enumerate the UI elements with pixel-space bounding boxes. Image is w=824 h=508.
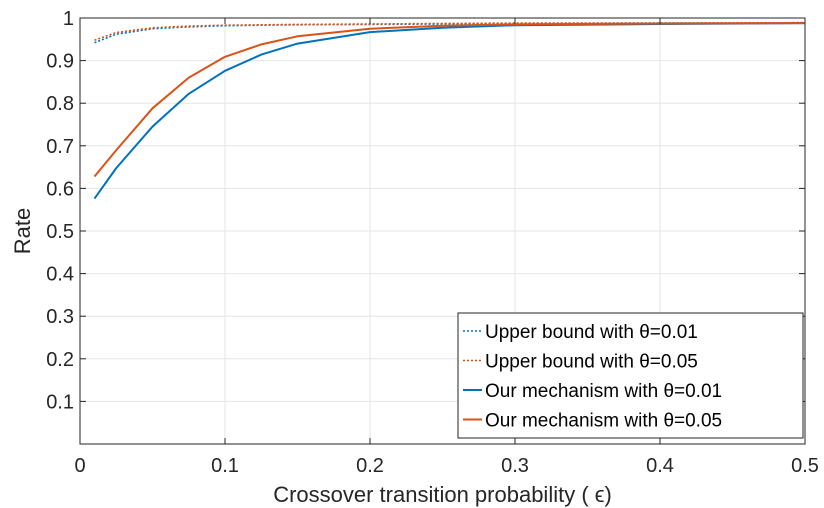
y-tick-label: 1 xyxy=(63,8,74,30)
x-axis-title: Crossover transition probability ( ϵ) xyxy=(273,482,612,507)
y-tick-label: 0.7 xyxy=(46,136,74,158)
y-axis-ticks: 0.1 0.2 0.3 0.4 0.5 0.6 0.7 0.8 0.9 1 xyxy=(46,8,805,413)
series-line-4 xyxy=(93,22,806,178)
legend-entry-label: Our mechanism with θ=0.01 xyxy=(485,381,722,402)
y-tick-label: 0.2 xyxy=(46,349,74,371)
y-tick-label: 0.4 xyxy=(46,264,74,286)
x-axis-ticks: 0 0.1 0.2 0.3 0.4 0.5 xyxy=(74,18,819,477)
x-tick-label: 0.3 xyxy=(501,455,529,477)
y-tick-label: 0.9 xyxy=(46,51,74,73)
legend-box xyxy=(457,312,804,439)
y-tick-label: 0.8 xyxy=(46,93,74,115)
y-axis-title: Rate xyxy=(10,208,35,254)
legend-entry-label: Upper bound with θ=0.01 xyxy=(485,322,698,343)
series-lines xyxy=(93,21,806,200)
x-tick-label: 0.5 xyxy=(791,455,819,477)
y-tick-label: 0.1 xyxy=(46,391,74,413)
legend-entry-label: Our mechanism with θ=0.05 xyxy=(485,411,722,432)
y-tick-label: 0.6 xyxy=(46,178,74,200)
y-tick-label: 0.5 xyxy=(46,221,74,243)
x-tick-label: 0.2 xyxy=(356,455,384,477)
series-line-2 xyxy=(94,21,806,41)
legend-entry-label: Upper bound with θ=0.05 xyxy=(485,352,698,373)
series-line-1 xyxy=(94,21,806,44)
y-tick-label: 0.3 xyxy=(46,306,74,328)
x-tick-label: 0.1 xyxy=(211,455,239,477)
x-tick-label: 0.4 xyxy=(646,455,674,477)
legend: Upper bound with θ=0.01 Upper bound with … xyxy=(457,312,804,439)
x-tick-label: 0 xyxy=(74,455,85,477)
